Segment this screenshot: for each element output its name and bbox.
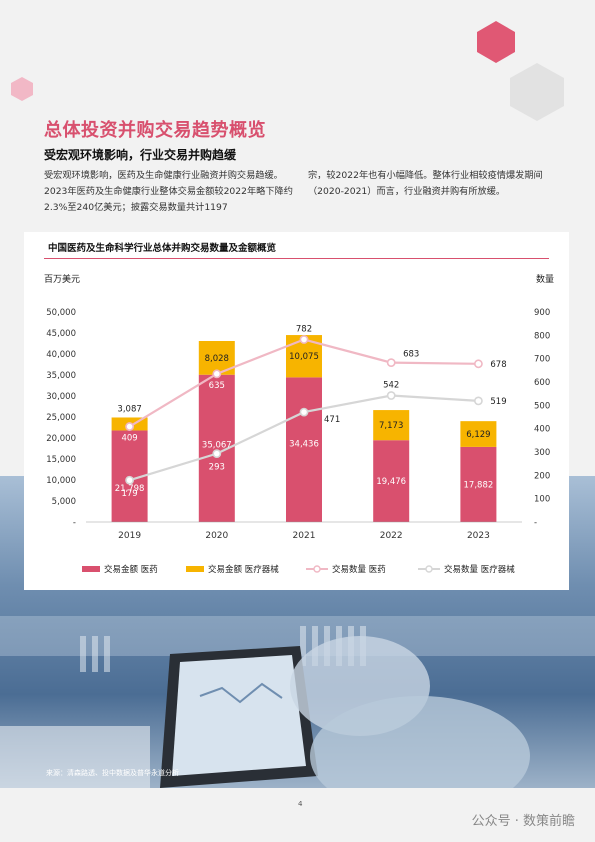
legend-label: 交易数量 医疗器械 [444, 564, 515, 575]
label-pharma: 19,476 [376, 477, 406, 487]
y-tick-label: 5,000 [52, 497, 76, 507]
bar-pharma [286, 377, 322, 522]
bar-device [373, 410, 410, 441]
label-count-device: 179 [121, 489, 137, 499]
count-device-point [212, 449, 222, 459]
count-device-point [473, 396, 483, 406]
count-device-point [125, 475, 134, 485]
y2-tick-label: - [534, 518, 537, 528]
y2-tick-label: 300 [534, 448, 550, 458]
bar-pharma [460, 446, 497, 522]
bar-device [460, 421, 497, 447]
body-text-column-2: 宗，较2022年也有小幅降低。整体行业相较疫情爆发期间（2020-2021）而言… [308, 170, 543, 197]
label-count-pharma: 409 [121, 434, 137, 444]
y2-tick-label: 400 [534, 425, 550, 435]
x-tick-label: 2023 [467, 531, 490, 541]
hexagon-pink-large [477, 21, 515, 63]
label-count-device: 542 [383, 381, 399, 391]
page-number: 4 [298, 800, 303, 808]
legend-swatch-marker [425, 565, 433, 573]
count-device-point [386, 391, 396, 400]
label-pharma: 17,882 [464, 480, 494, 490]
y-tick-label: 50,000 [46, 308, 76, 318]
legend-label: 交易金额 医疗器械 [208, 564, 279, 575]
y2-tick-label: 900 [534, 308, 550, 318]
y-tick-label: 10,000 [46, 476, 76, 486]
legend-swatch-marker [313, 565, 321, 573]
count-device-point [299, 407, 309, 417]
y-tick-label: 45,000 [46, 329, 76, 339]
y-tick-label: 35,000 [46, 371, 76, 381]
chart-panel: 中国医药及生命科学行业总体并购交易数量及金额概览 百万美元 数量 - 5,000 10,… [24, 232, 569, 590]
label-count-pharma: 782 [296, 325, 312, 335]
y2-tick-label: 600 [534, 378, 550, 388]
body-text-column-1: 受宏观环境影响，医药及生命健康行业融资并购交易趋缓。2023年医药及生命健康行业… [44, 170, 293, 213]
label-count-device: 471 [324, 415, 340, 425]
label-device: 7,173 [379, 421, 403, 431]
legend-swatch [82, 566, 100, 572]
bar-pharma [373, 440, 410, 522]
label-count-pharma: 635 [209, 381, 225, 391]
y-tick-label: 20,000 [46, 434, 76, 444]
y2-tick-label: 700 [534, 355, 550, 365]
count-pharma-point [212, 369, 222, 379]
y2-tick-label: 100 [534, 495, 550, 505]
y-tick-label: 15,000 [46, 455, 76, 465]
label-pharma: 34,436 [289, 440, 319, 450]
legend-label: 交易金额 医药 [104, 564, 158, 575]
y-tick-label: 40,000 [46, 350, 76, 360]
label-count-device: 293 [209, 463, 225, 473]
label-count-pharma: 683 [403, 350, 419, 360]
x-tick-label: 2019 [118, 531, 141, 541]
y2-tick-label: 800 [534, 331, 550, 341]
y-tick-label: 25,000 [46, 413, 76, 423]
label-device: 10,075 [289, 352, 319, 362]
label-count-pharma: 678 [490, 360, 506, 370]
label-pharma: 35,067 [202, 440, 232, 450]
label-count-device: 519 [490, 397, 506, 407]
legend-label: 交易数量 医药 [332, 564, 386, 575]
x-tick-label: 2022 [380, 531, 403, 541]
y2-tick-label: 200 [534, 471, 550, 481]
chart-title-rule [44, 258, 549, 259]
page-title: 总体投资并购交易趋势概览 [44, 120, 266, 141]
count-pharma-point [473, 359, 483, 369]
count-pharma-point [386, 358, 396, 368]
y-tick-label: - [73, 518, 76, 528]
hexagon-gray-large [510, 63, 564, 121]
y2-tick-label: 500 [534, 401, 550, 411]
hexagon-pink-small [11, 77, 33, 101]
wechat-watermark: 公众号 · 数策前瞻 [471, 814, 575, 829]
label-pharma: 21,798 [115, 484, 145, 494]
combo-chart: 百万美元 数量 - 5,000 10,000 15,000 20,000 25,000 30,0… [44, 273, 554, 575]
count-pharma-point [125, 422, 134, 431]
y-tick-label: 30,000 [46, 392, 76, 402]
y2-axis-label: 数量 [536, 273, 554, 285]
count-pharma-point [299, 335, 309, 344]
x-tick-label: 2020 [205, 531, 228, 541]
label-device: 8,028 [205, 354, 229, 364]
x-tick-label: 2021 [293, 531, 316, 541]
label-device: 6,129 [466, 430, 490, 440]
y-axis-label: 百万美元 [44, 273, 80, 285]
legend-swatch [186, 566, 204, 572]
label-device: 3,087 [117, 404, 141, 414]
source-note: 来源：清森路透、投中数据及普华永道分析 [46, 769, 179, 777]
chart-title: 中国医药及生命科学行业总体并购交易数量及金额概览 [48, 243, 277, 254]
page-subtitle: 受宏观环境影响，行业交易并购趋缓 [44, 148, 237, 162]
